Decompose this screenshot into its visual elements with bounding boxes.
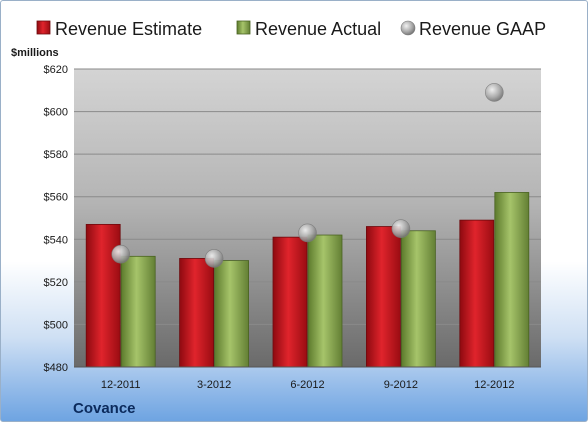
y-axis-ticks: $480 $500 $520 $540 $560 $580 $600 $620 <box>44 64 68 374</box>
actual-bar <box>400 230 436 368</box>
y-tick-label: $480 <box>44 362 68 374</box>
x-tick-label: 3-2012 <box>197 379 231 391</box>
gaap-marker <box>391 219 411 238</box>
legend: Revenue Estimate Revenue Actual Revenue GA… <box>36 19 546 39</box>
x-axis-ticks: 12-2011 3-2012 6-2012 9-2012 12-2012 <box>101 379 515 391</box>
y-tick-label: $580 <box>44 149 68 161</box>
x-tick-label: 12-2012 <box>474 379 514 391</box>
gaap-marker <box>298 223 317 243</box>
legend-label: Revenue GAAP <box>419 19 546 39</box>
x-tick-label: 6-2012 <box>290 379 324 391</box>
legend-label: Revenue Actual <box>255 19 381 39</box>
y-tick-label: $540 <box>44 234 68 246</box>
estimate-bar <box>179 258 215 368</box>
y-tick-label: $520 <box>44 277 68 289</box>
actual-bar <box>494 192 530 368</box>
actual-bar <box>120 255 156 368</box>
gaap-marker <box>204 249 224 268</box>
estimate-bar <box>272 236 308 368</box>
gaap-marker <box>111 244 130 264</box>
y-tick-label: $500 <box>44 319 68 331</box>
actual-bar <box>307 234 343 368</box>
y-axis-label: $millions <box>11 47 59 59</box>
company-name: Covance <box>73 400 136 417</box>
estimate-bar <box>365 226 401 368</box>
actual-bar <box>214 260 250 368</box>
legend-swatch-gaap <box>400 20 416 36</box>
gaap-markers <box>111 83 504 268</box>
legend-label: Revenue Estimate <box>55 19 202 39</box>
y-tick-label: $560 <box>44 192 68 204</box>
y-tick-label: $600 <box>44 107 68 119</box>
estimate-bar <box>459 219 495 368</box>
estimate-bar <box>85 223 121 368</box>
x-tick-label: 9-2012 <box>384 379 418 391</box>
gaap-marker <box>484 83 504 102</box>
x-tick-label: 12-2011 <box>101 379 141 391</box>
y-tick-label: $620 <box>44 64 68 76</box>
legend-swatch-estimate <box>36 20 51 35</box>
legend-swatch-actual <box>236 20 251 35</box>
